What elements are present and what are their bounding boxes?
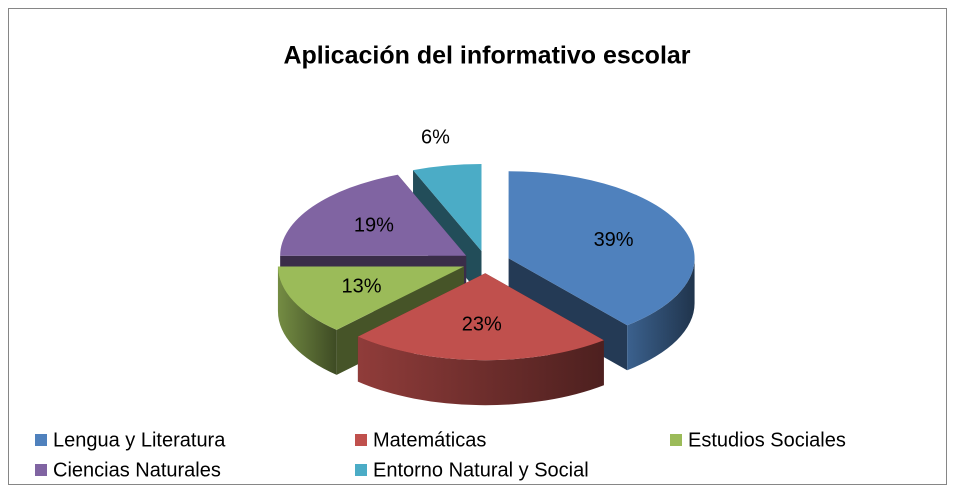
slice-wall [627, 258, 695, 371]
slice-wall [357, 336, 604, 406]
data-label: 23% [462, 314, 502, 336]
data-label: 19% [354, 215, 394, 237]
slice-top [277, 266, 464, 330]
slice [357, 273, 604, 406]
legend-label: Estudios Sociales [688, 429, 846, 451]
slice-top [280, 174, 467, 256]
legend-swatch [355, 464, 367, 476]
slice-top [357, 273, 604, 361]
data-label: 13% [342, 275, 382, 297]
legend-label: Matemáticas [373, 429, 486, 451]
legend-label: Entorno Natural y Social [373, 459, 589, 481]
legend-swatch [35, 464, 47, 476]
slice-top [508, 171, 695, 326]
legend-label: Lengua y Literatura [53, 429, 226, 451]
slice-top [413, 163, 482, 251]
legend-swatch [670, 434, 682, 446]
slice-wall [277, 266, 337, 375]
data-label: 39% [594, 229, 634, 251]
legend-swatch [35, 434, 47, 446]
data-label: 6% [421, 126, 450, 148]
legend-swatch [355, 434, 367, 446]
chart-title: Aplicación del informativo escolar [283, 42, 690, 70]
legend-label: Ciencias Naturales [53, 459, 221, 481]
